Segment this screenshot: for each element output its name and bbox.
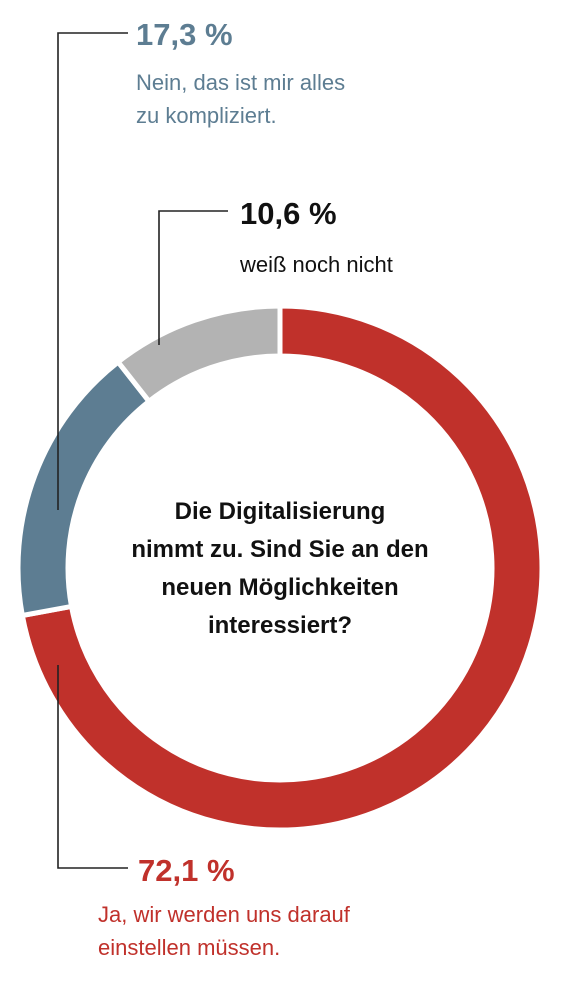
donut-slices [15, 303, 545, 833]
donut-slice-weiss [114, 303, 283, 405]
leader-line-nein [57, 32, 128, 510]
center-question-line2: nimmt zu. Sind Sie an den [131, 536, 428, 563]
center-question-line1: Die Digitalisierung [175, 498, 386, 525]
center-question-line4: interessiert? [208, 612, 352, 639]
donut-slice-ja [19, 303, 545, 833]
category-label-weiss: weiß noch nicht [239, 252, 393, 277]
category-label-nein-line2: zu kompliziert. [136, 103, 277, 128]
donut-slice-nein [15, 358, 153, 619]
value-label-ja: 72,1 % [138, 853, 235, 888]
value-label-nein: 17,3 % [136, 17, 233, 52]
leader-line-ja [57, 665, 128, 869]
value-label-weiss: 10,6 % [240, 196, 337, 231]
leader-line-weiss [158, 210, 228, 345]
category-label-nein-line1: Nein, das ist mir alles [136, 70, 345, 95]
center-question-line3: neuen Möglichkeiten [161, 574, 398, 601]
category-label-ja-line1: Ja, wir werden uns darauf [98, 902, 351, 927]
category-label-ja-line2: einstellen müssen. [98, 935, 280, 960]
